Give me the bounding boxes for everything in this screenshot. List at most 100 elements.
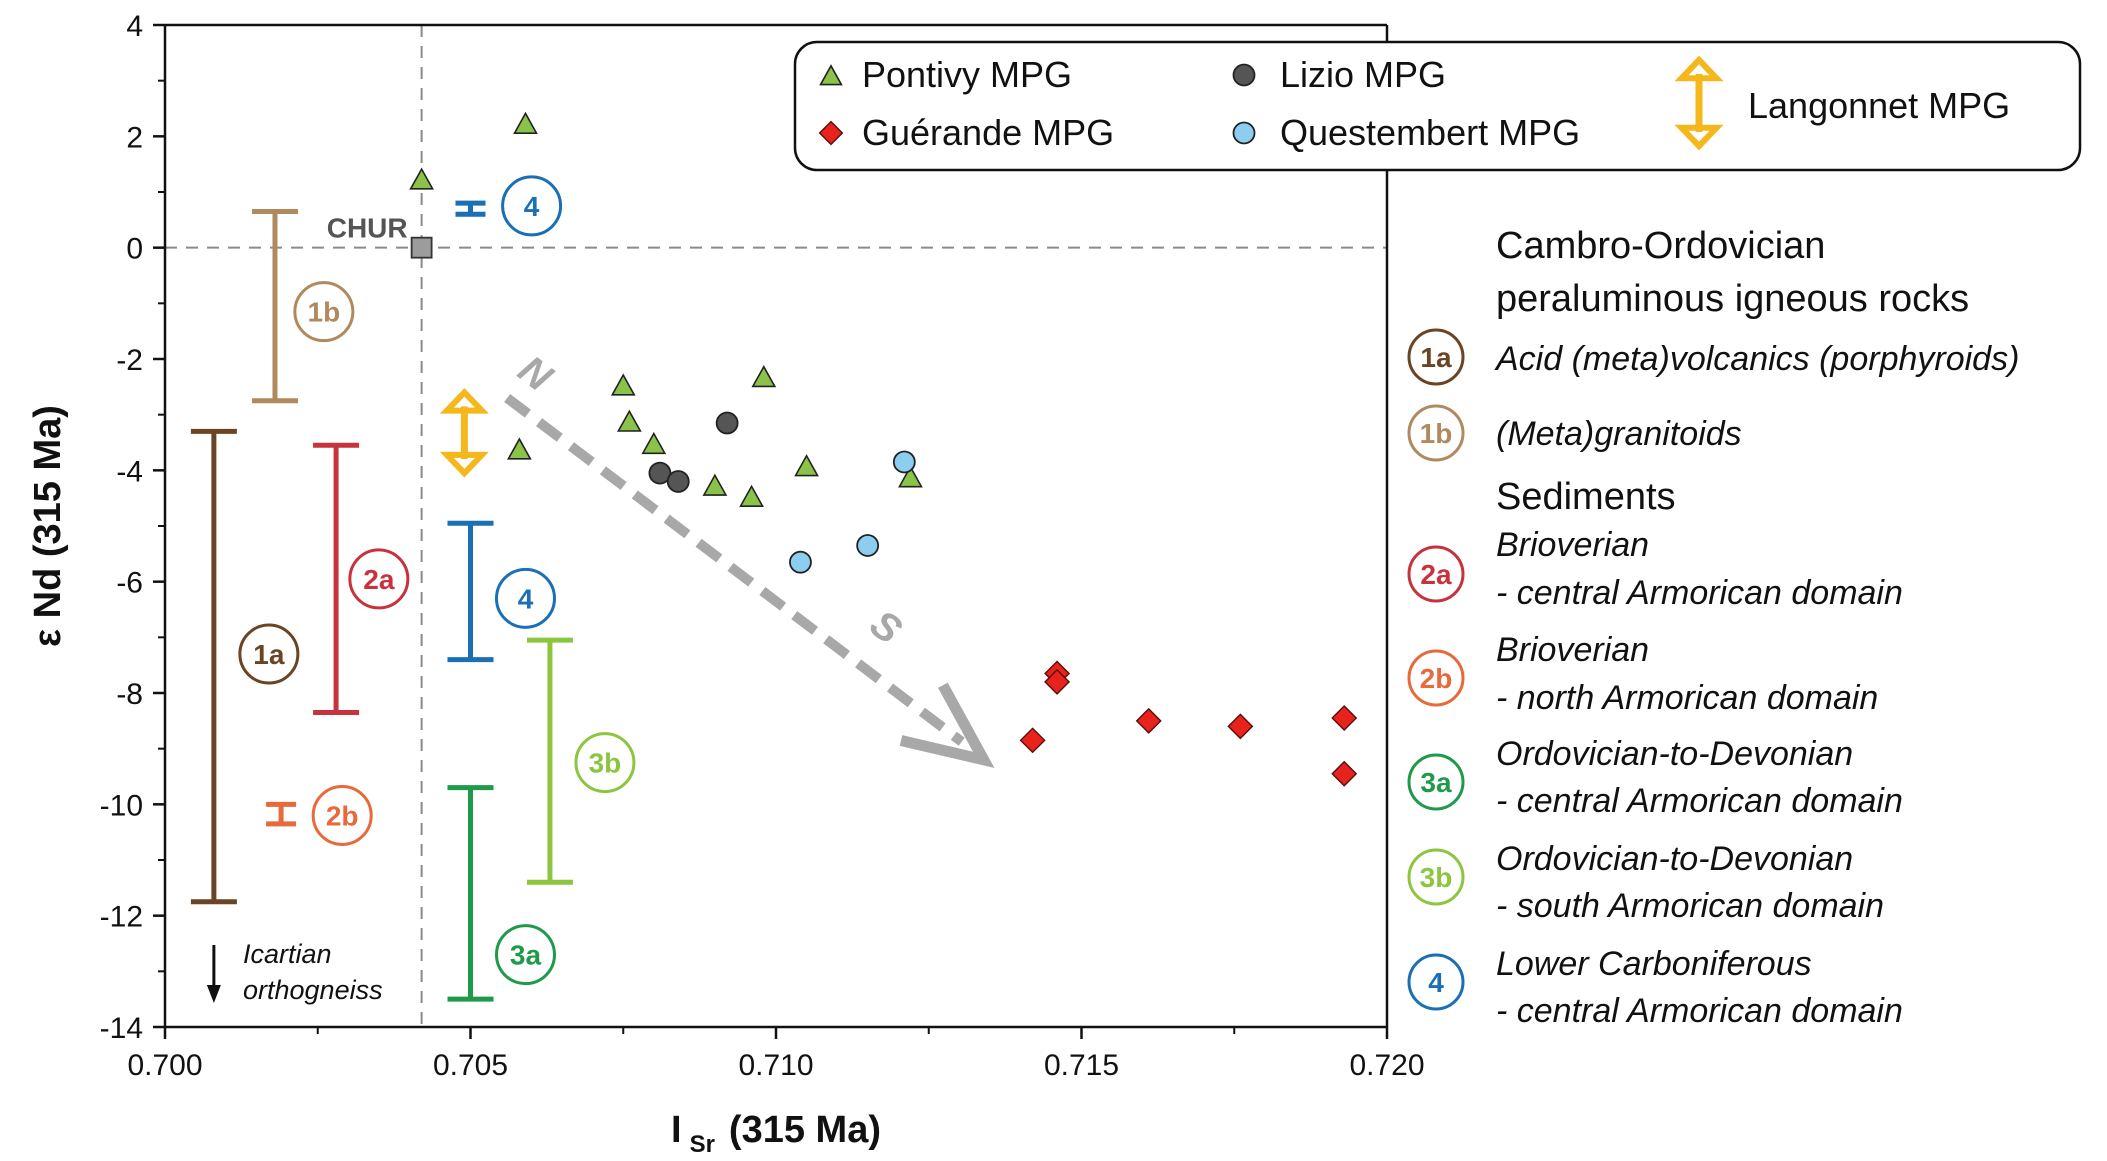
trend-label-north: N (510, 347, 561, 400)
guerande-point (1331, 760, 1358, 787)
guerande-point (1019, 727, 1046, 754)
side-legend-line1: Ordovician-to-Devonian (1496, 840, 1853, 878)
side-legend-id: 1b (1420, 418, 1453, 449)
langonnet-range (439, 388, 489, 478)
side-legend-item-3a: 3a Ordovician-to-Devonian - central Armori… (1407, 735, 1903, 820)
side-legend-item-1b: 1b (Meta)granitoids (1407, 404, 1742, 462)
range-label-circle (348, 548, 410, 610)
range-label-circle (501, 175, 563, 237)
range-label-text: 2b (326, 800, 359, 831)
pontivy-point (739, 484, 764, 507)
side-legend-line2: - north Armorican domain (1496, 679, 1878, 717)
side-legend-circle (1407, 328, 1465, 386)
y-tick-label: -14 (100, 1012, 143, 1045)
side-legend-line1: Brioverian (1496, 526, 1649, 564)
double-arrow-top-head (439, 388, 489, 414)
lizio-point (715, 411, 739, 435)
range-label-text: 3b (589, 748, 622, 779)
side-legend-line1: Lower Carboniferous (1496, 945, 1812, 983)
igneous-heading-line2: peraluminous igneous rocks (1496, 278, 1969, 320)
pontivy-point (513, 111, 538, 134)
questembert-point (789, 550, 812, 574)
range-bar-2a: 2a (313, 442, 410, 715)
y-tick-label: -12 (100, 901, 143, 934)
chur-label: CHUR (327, 213, 408, 244)
range-label-text: 4 (518, 583, 534, 614)
side-legend-circle (1407, 404, 1465, 462)
range-label-circle (494, 924, 556, 986)
legend-langonnet-marker (1674, 55, 1724, 151)
y-tick-label: -6 (116, 567, 143, 600)
side-legend-line2: - central Armorican domain (1496, 574, 1903, 612)
x-tick-label: 0.720 (1349, 1049, 1424, 1082)
annotations: Icartian orthogneiss (243, 939, 383, 1005)
legend-lizio-label: Lizio MPG (1280, 54, 1446, 95)
pontivy-point (641, 431, 667, 455)
side-legend-id: 1a (1420, 342, 1452, 373)
side-legend-circle (1407, 649, 1465, 707)
range-label-text: 2a (363, 564, 395, 595)
y-tick-label: -8 (116, 678, 143, 711)
icartian-label-line1: Icartian (243, 939, 332, 969)
legend-guerande-marker (818, 120, 844, 146)
range-label-circle (238, 623, 300, 685)
legend-langonnet-label: Langonnet MPG (1748, 85, 2010, 126)
y-tick-label: 0 (126, 233, 143, 266)
range-label-circle (293, 281, 355, 343)
range-bar-1b: 1b (251, 208, 355, 404)
pontivy-point (898, 465, 923, 488)
questembert-point (892, 450, 916, 474)
side-legend-circle (1407, 848, 1465, 906)
x-tick-label: 0.700 (127, 1049, 202, 1082)
guerande-point (1044, 668, 1071, 695)
range-bar-3b: 3b (526, 637, 636, 885)
x-axis-title-main: I (671, 1109, 682, 1151)
lizio-point (648, 461, 672, 485)
pontivy-point (610, 373, 636, 396)
range-label-circle (494, 567, 556, 629)
range-bar-4-low: 4 (447, 520, 556, 663)
chur-point (410, 236, 433, 259)
icartian-label-line2: orthogneiss (243, 975, 383, 1005)
trend-arrow-head (899, 682, 995, 768)
pontivy-point (507, 437, 532, 460)
x-axis-title-suffix: (315 Ma) (729, 1109, 881, 1151)
range-bar-1a: 1a (190, 428, 300, 905)
range-label-text: 4 (524, 191, 540, 222)
legend-questembert-marker (1232, 121, 1256, 145)
legend-guerande-label: Guérande MPG (862, 112, 1114, 153)
range-bars: 1a 1b 2a 2b 3a 3b 4 4 (190, 175, 636, 1002)
side-legend-line1: (Meta)granitoids (1496, 415, 1742, 453)
side-legend-line2: - south Armorican domain (1496, 887, 1884, 925)
range-label-text: 3a (510, 940, 542, 971)
side-legend-id: 2b (1420, 663, 1453, 694)
side-legend-item-3b: 3b Ordovician-to-Devonian - south Armorica… (1407, 840, 1884, 925)
side-legend-circle (1407, 953, 1465, 1011)
legend-frame (793, 40, 2082, 172)
x-axis-title-subscript: Sr (690, 1131, 715, 1156)
guerande-point (1227, 713, 1254, 740)
trend-arrow-shaft (504, 393, 965, 746)
guerande-point (1135, 707, 1162, 734)
y-axis-title: ε Nd (315 Ma) (27, 405, 69, 647)
y-tick-label: -10 (100, 789, 143, 822)
side-legend-line1: Acid (meta)volcanics (porphyroids) (1494, 340, 2019, 378)
side-legend-circle (1407, 545, 1465, 603)
lizio-point (666, 470, 690, 493)
axes: 4 2 0 -2 -4 -6 -8 -10 -12 -14 0.700 0.705 0.710 0.715… (27, 10, 1425, 1158)
guerande-point (1331, 705, 1358, 732)
side-legend-circle (1407, 753, 1465, 811)
x-tick-label: 0.715 (1044, 1049, 1119, 1082)
y-tick-label: -2 (116, 344, 143, 377)
legend-pontivy-label: Pontivy MPG (862, 54, 1072, 95)
y-tick-label: 2 (126, 121, 143, 154)
y-tick-label: 4 (126, 10, 143, 43)
pontivy-point (751, 365, 777, 388)
legend-questembert-label: Questembert MPG (1280, 112, 1580, 153)
range-bar-2b: 2b (266, 784, 373, 846)
y-tick-label: -4 (116, 455, 143, 488)
side-legend-line1: Brioverian (1496, 631, 1649, 669)
side-legend-id: 2a (1420, 559, 1452, 590)
